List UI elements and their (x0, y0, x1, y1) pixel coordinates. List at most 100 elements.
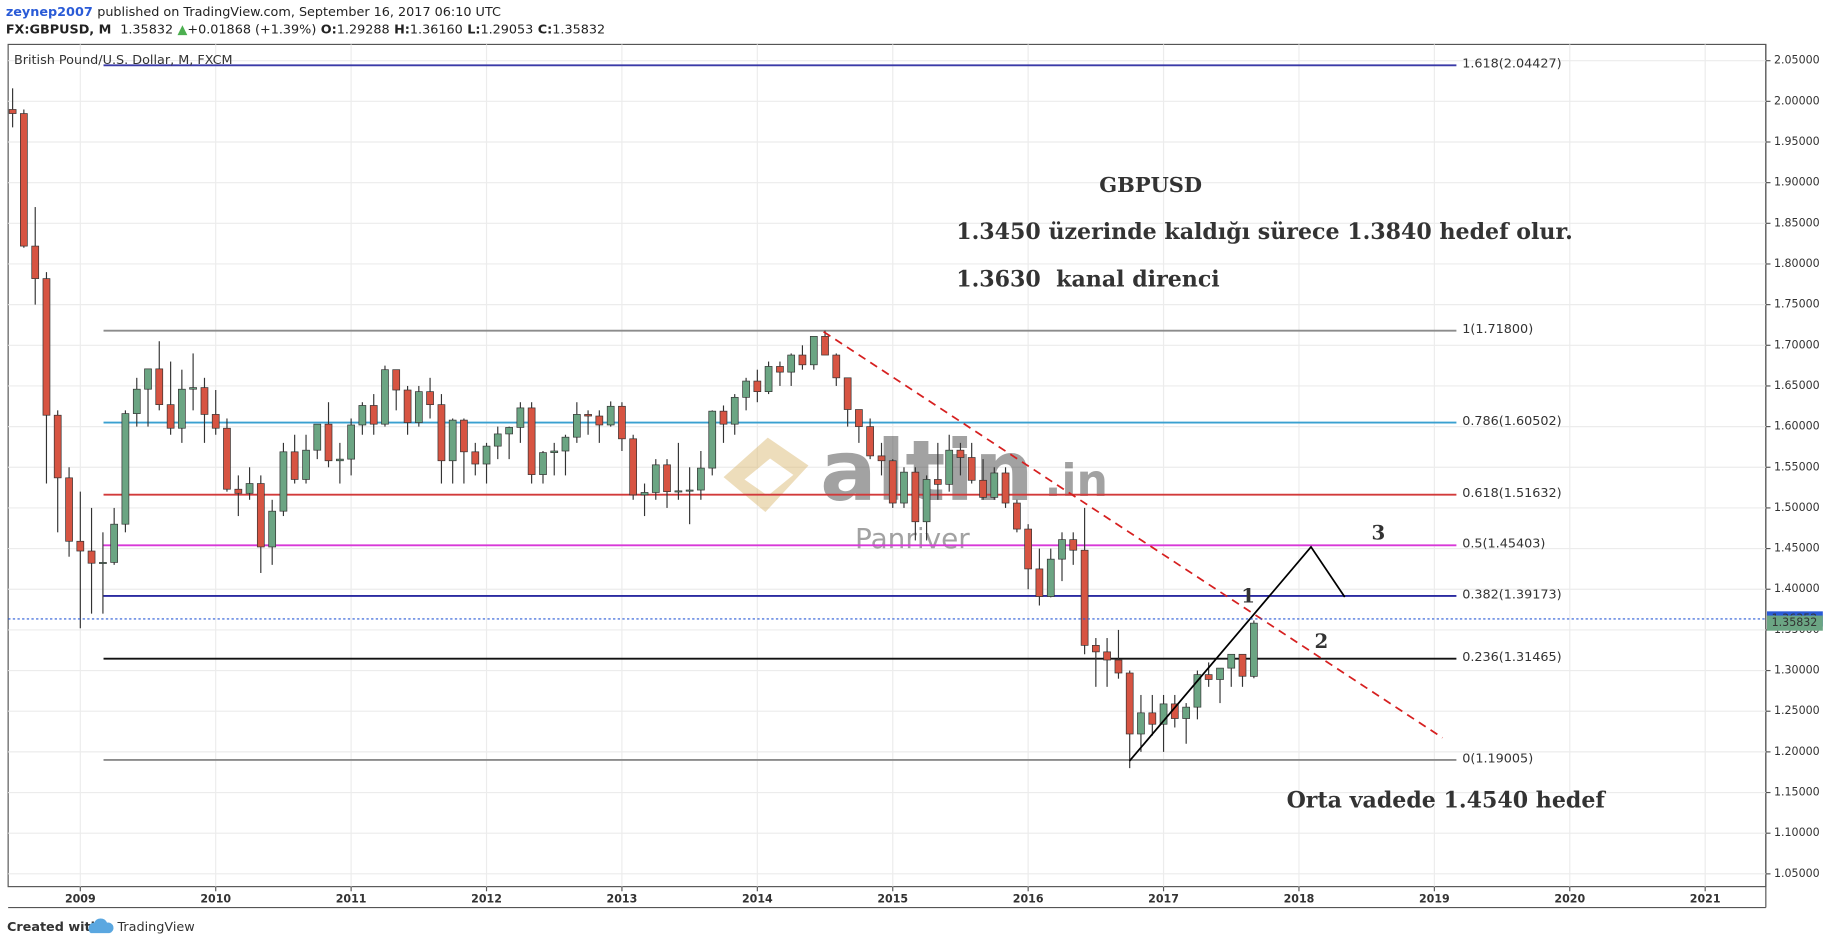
candle-body (166, 404, 175, 429)
watermark-sub: Panriver (855, 522, 970, 555)
candle-body (629, 438, 638, 496)
candle-body (1001, 472, 1010, 504)
candle-body (426, 391, 434, 406)
candle-body (516, 407, 525, 428)
candle-body (843, 377, 852, 410)
candle-body (437, 404, 446, 462)
candle-body (99, 562, 107, 564)
y-tick-label: 2.00000 (1774, 94, 1820, 107)
y-tick-label: 1.45000 (1774, 542, 1820, 555)
candle-body (821, 335, 829, 356)
y-tick-label: 1.05000 (1774, 867, 1820, 880)
y-tick-label: 1.20000 (1774, 745, 1820, 758)
fib-label: 1(1.71800) (1462, 322, 1533, 337)
x-tick-label: 2021 (1690, 892, 1721, 905)
candle-body (855, 409, 863, 427)
ohlc-key: L: (467, 22, 480, 37)
watermark-logo (744, 458, 794, 496)
candle-body (967, 457, 976, 481)
candle-body (403, 389, 412, 423)
ohlc-val: 1.36160 (410, 22, 463, 37)
candle-body (730, 396, 739, 425)
candle-body (573, 414, 581, 438)
candle-body (155, 368, 164, 406)
fib-label: 0.618(1.51632) (1462, 486, 1561, 501)
price-label: 1.35832 (1772, 616, 1818, 629)
ohlc-key: C: (538, 22, 553, 37)
y-tick-label: 1.65000 (1774, 379, 1820, 392)
fib-label: 0.236(1.31465) (1462, 650, 1561, 665)
candle-body (234, 488, 243, 494)
y-tick-label: 1.75000 (1774, 298, 1820, 311)
candle-body (245, 483, 254, 494)
candle-body (178, 388, 186, 429)
fib-label: 0.382(1.39173) (1462, 587, 1561, 602)
candle-body (1227, 653, 1236, 669)
footer-brand[interactable]: TradingView (116, 920, 194, 935)
candle-body (460, 419, 468, 453)
candle-body (505, 427, 513, 435)
wave-label: 3 (1371, 521, 1385, 545)
candle-body (448, 419, 457, 462)
candle-body (1125, 672, 1134, 735)
candle-body (1204, 674, 1213, 680)
candle-body (8, 109, 17, 114)
y-tick-label: 1.15000 (1774, 786, 1820, 799)
candle-body (369, 405, 378, 425)
candle-body (945, 449, 954, 485)
candle-body (1159, 703, 1168, 725)
candle-body (20, 113, 28, 247)
candle-body (1193, 674, 1202, 708)
candle-body (211, 414, 220, 429)
candle-body (471, 451, 480, 465)
candle-body (144, 368, 152, 390)
candle-body (121, 413, 130, 525)
ohlc-key: H: (394, 22, 410, 37)
candle-body (539, 452, 547, 475)
candle-body (189, 387, 197, 390)
candle-body (1013, 502, 1021, 530)
candle-body (256, 483, 265, 548)
candle-body (1080, 549, 1089, 646)
ohlc-val: 1.29053 (480, 22, 533, 37)
wave-label: 2 (1314, 629, 1328, 653)
published: published on TradingView.com, September … (97, 4, 501, 19)
candle-body (708, 410, 717, 469)
candle-body (798, 354, 807, 366)
x-tick-label: 2014 (742, 892, 773, 905)
candle-body (1092, 645, 1100, 653)
candle-body (550, 450, 559, 453)
candle-body (663, 464, 671, 493)
x-tick-label: 2016 (1013, 892, 1044, 905)
candle-body (336, 458, 344, 462)
candle-body (1069, 539, 1078, 551)
candle-body (832, 354, 841, 379)
arrow: ▲ (178, 22, 188, 37)
candle-body (584, 414, 592, 417)
footer-created: Created with (7, 920, 100, 935)
candle-body (132, 388, 141, 414)
annotation: Orta vadede 1.4540 hedef (1287, 788, 1607, 814)
author[interactable]: zeynep2007 (6, 4, 93, 19)
candle-body (313, 423, 322, 451)
candle-body (223, 427, 231, 490)
candle-body (1148, 712, 1157, 725)
candle-body (900, 471, 908, 504)
candle-body (911, 471, 920, 523)
y-tick-label: 1.55000 (1774, 460, 1820, 473)
candle-body (809, 335, 818, 366)
ohlc-val: 1.35832 (552, 22, 605, 37)
x-tick-label: 2017 (1148, 892, 1179, 905)
candle-body (200, 387, 209, 415)
candle-body (1216, 667, 1224, 680)
candle-body (933, 479, 942, 485)
x-tick-label: 2009 (65, 892, 96, 905)
candle-body (65, 477, 73, 542)
candle-body (347, 424, 355, 460)
y-tick-label: 1.10000 (1774, 826, 1820, 839)
candle-body (493, 433, 502, 447)
fib-label: 0.786(1.60502) (1462, 414, 1561, 429)
candle-body (1250, 622, 1258, 677)
watermark-tld: .in (1045, 456, 1108, 507)
candle-body (956, 449, 965, 458)
